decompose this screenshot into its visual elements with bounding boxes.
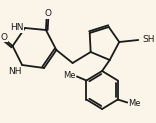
Text: SH: SH xyxy=(142,34,155,44)
Text: Me: Me xyxy=(128,99,141,108)
Text: O: O xyxy=(0,32,7,41)
Text: NH: NH xyxy=(8,67,21,76)
Text: Me: Me xyxy=(63,71,76,80)
Text: O: O xyxy=(44,9,51,18)
Text: HN: HN xyxy=(10,23,24,32)
